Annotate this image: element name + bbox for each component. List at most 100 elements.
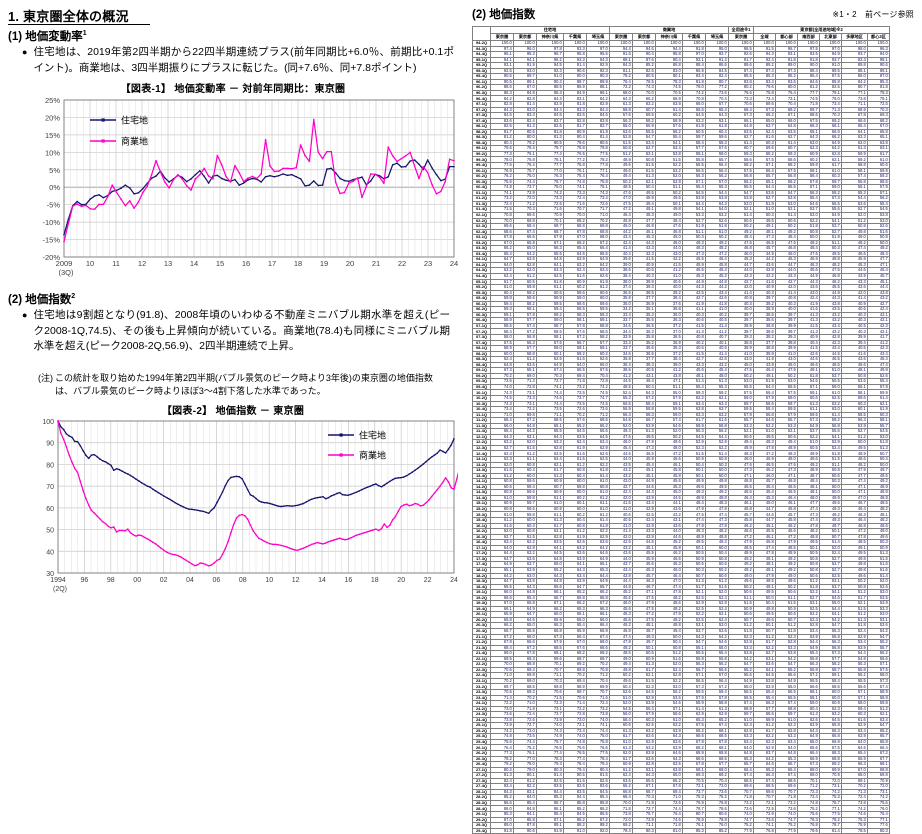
svg-text:100: 100 <box>42 419 54 426</box>
table-row: 09-1Q 67.3 66.1 67.4 66.5 67.5 38.6 40.5 41.2 45.… <box>472 367 890 374</box>
table-column-header: 多摩地区 <box>841 33 868 41</box>
table-cell: 47.4 <box>867 361 890 369</box>
table-row: 03-3Q 66.2 65.0 66.3 65.4 66.4 41.4 43.3 44.0 48.… <box>472 245 890 252</box>
table-column-header: 神奈川県 <box>536 33 564 41</box>
table-row: 02-2Q 70.0 68.8 70.1 69.2 70.2 45.8 47.7 48.4 52.… <box>472 217 890 225</box>
table-cell: 59.9 <box>867 389 890 396</box>
svg-text:商業地: 商業地 <box>121 135 148 146</box>
table-cell: 49.7 <box>867 467 890 474</box>
svg-text:22: 22 <box>424 577 432 584</box>
table-group-header: 東京都(全用途地域)※2 <box>753 26 890 34</box>
section2-heading-text: (2) 地価指数 <box>8 294 72 306</box>
table-cell: 48.9 <box>867 483 890 491</box>
table-cell: 45.1 <box>867 278 890 286</box>
table-cell: 90.6 <box>867 62 890 69</box>
table-cell: 85.2 <box>705 827 729 834</box>
table-cell: 42.3 <box>867 322 890 330</box>
svg-text:-20%: -20% <box>42 253 60 262</box>
svg-text:(2Q): (2Q) <box>53 586 67 593</box>
section1-heading-text: (1) 地価変動率 <box>8 31 83 43</box>
table-corner-cell <box>472 26 491 41</box>
table-row: 07-2Q 58.4 57.2 58.5 57.6 58.6 34.4 36.3 37.0 41.… <box>472 328 890 335</box>
table-row-label: 29-4Q <box>472 827 491 834</box>
table-cell: 42.7 <box>867 300 890 308</box>
svg-text:2009: 2009 <box>56 259 73 268</box>
table-row: 04-3Q 63.2 62.0 63.3 62.4 63.4 38.6 40.5 41.2 45.… <box>472 267 890 274</box>
svg-text:17: 17 <box>268 259 276 268</box>
svg-text:60: 60 <box>46 506 54 513</box>
table-column-header: 東京圏 <box>609 33 633 41</box>
svg-text:50: 50 <box>46 528 54 535</box>
table-cell: 41.7 <box>867 334 890 341</box>
table-cell: 75.1 <box>867 95 890 102</box>
figure2-chart: 100 90 80 70 60 50 40 30 1994 96 98 00 02 04 06 08 10 12 1… <box>28 413 458 603</box>
table-cell: 48.9 <box>867 489 890 496</box>
table-row: 07-4Q 57.5 56.3 57.6 56.7 57.7 33.3 35.2 35.9 40.… <box>472 339 890 347</box>
section2-bullet-text: 住宅地は9割超となり(91.8)、2008年頃のいわゆる不動産ミニバブル期水準を… <box>33 309 450 352</box>
svg-text:(3Q): (3Q) <box>59 268 75 277</box>
table-cell: 89.1 <box>867 67 890 75</box>
svg-text:13: 13 <box>164 259 172 268</box>
svg-text:40: 40 <box>46 549 54 556</box>
svg-text:住宅地: 住宅地 <box>359 429 386 440</box>
table-row: 96-4Q 84.2 82.8 84.3 83.1 84.2 64.3 66.2 66.9 70.… <box>472 95 890 102</box>
table-row: 02-3Q 69.6 68.4 69.7 68.8 69.8 45.0 46.9 47.6 51.… <box>472 223 890 230</box>
table-row: 07-3Q 58.0 56.8 58.1 57.2 58.2 33.9 35.8 36.5 40.… <box>472 334 890 341</box>
svg-text:04: 04 <box>186 577 194 584</box>
table-row: 14-2Q 60.6 59.4 60.7 59.8 60.8 42.7 44.6 45.3 49.… <box>472 483 890 491</box>
svg-text:25%: 25% <box>45 96 60 105</box>
section2-note: (注) この統計を取り始めた1994年第2四半期(バブル景気のピーク時より3年後… <box>38 372 442 397</box>
table-row: 95-3Q 92.5 93.0 92.3 90.6 92.3 81.1 82.5 83.0 86.… <box>472 67 890 75</box>
table-row: 15-3Q 61.0 59.8 61.1 60.2 61.2 40.6 42.5 43.2 47.… <box>472 511 890 518</box>
table-row: 13-2Q 62.0 60.8 62.1 61.2 62.2 43.5 45.4 46.1 50.… <box>472 461 890 469</box>
table-row: 14-3Q 60.8 59.6 60.9 60.0 61.0 42.4 44.3 45.0 49.… <box>472 489 890 496</box>
table-cell: 79.5 <box>797 827 820 834</box>
table-row: 95-4Q 90.6 89.7 91.0 90.0 90.3 78.2 80.5 80.1 83.… <box>472 73 890 80</box>
table-row: 10-4Q 73.4 72.2 73.5 72.6 73.6 56.9 58.8 59.5 63.… <box>472 406 890 413</box>
table-cell: 49.5 <box>867 472 890 480</box>
table-cell: 44.4 <box>867 284 890 291</box>
table-row: 12-3Q 62.7 61.5 62.8 61.9 62.9 45.4 47.3 48.0 52.… <box>472 444 890 452</box>
section1-bullet-text: 住宅地は、2019年第2四半期から22四半期連続プラス(前年同期比+6.0％、前… <box>33 46 454 74</box>
svg-text:0%: 0% <box>49 183 60 192</box>
svg-text:00: 00 <box>133 577 141 584</box>
table-cell: 48.8 <box>867 494 890 502</box>
svg-text:18: 18 <box>294 259 302 268</box>
table-cell: 55.4 <box>867 378 890 385</box>
table-cell: 76.8 <box>753 827 776 834</box>
table-cell: 51.8 <box>867 439 890 446</box>
svg-text:22: 22 <box>398 259 406 268</box>
svg-text:24: 24 <box>450 577 458 584</box>
table-row: 05-3Q 60.4 59.2 60.5 59.6 60.6 36.6 38.5 39.2 43.… <box>472 289 890 297</box>
table-cell: 45.7 <box>867 273 890 280</box>
table-cell: 43.8 <box>867 289 890 297</box>
table-row: 10-3Q 74.3 73.1 74.4 73.5 74.5 56.5 58.4 59.1 63.… <box>472 400 890 408</box>
table-cell: 47.7 <box>867 256 890 263</box>
table-row: 09-3Q 72.6 71.4 72.7 71.8 72.8 44.5 46.4 47.1 51.… <box>472 378 890 385</box>
left-column: 1. 東京圏全体の概況 (1) 地価変動率1 ● 住宅地は、2019年第2四半期… <box>0 0 466 615</box>
table-row: 04-4Q 62.4 61.2 62.5 61.6 62.6 38.4 40.3 41.0 45.… <box>472 273 890 280</box>
figure1-svg: 25% 20% 15% 10% 5% 0% -5% -10% -15% -20%2009 10 11 1… <box>42 96 458 277</box>
table-row: 15-1Q 60.9 59.7 61.0 60.1 61.1 41.5 43.4 44.1 48.… <box>472 500 890 507</box>
table-cell: 62.1 <box>867 400 890 408</box>
svg-text:16: 16 <box>242 259 250 268</box>
table-cell: 61.9 <box>867 406 890 413</box>
table-column-header: 南西部 <box>797 33 820 41</box>
note-text: この統計を取り始めた1994年第2四半期(バブル景気のピーク時より3年後)の東京… <box>55 373 433 396</box>
table-row: 96-1Q 90.5 89.1 90.3 88.7 89.9 76.4 78.5 78.3 81.… <box>472 78 890 86</box>
svg-text:19: 19 <box>320 259 328 268</box>
table-cell: 42.3 <box>867 345 890 352</box>
table-cell: 72.5 <box>867 101 890 108</box>
table-row: 13-1Q 62.3 61.1 62.4 61.5 62.5 44.0 45.9 46.6 50.… <box>472 456 890 463</box>
table-row: 17-1Q 64.0 62.8 64.1 63.2 64.2 43.2 45.1 45.8 50.… <box>472 544 890 552</box>
table-row: 11-2Q 68.4 67.2 68.5 67.6 68.6 54.8 56.7 57.4 61.… <box>472 417 890 424</box>
table-row: 96-2Q 88.6 87.0 88.5 86.9 88.1 72.2 74.3 74.5 78.… <box>472 84 890 91</box>
svg-text:20: 20 <box>397 577 405 584</box>
table-row: 12-4Q 62.4 61.2 62.5 61.6 62.6 44.6 46.5 47.2 51.… <box>472 450 890 457</box>
table-row: 11-1Q 71.0 69.8 71.1 70.2 71.2 56.4 58.3 59.0 63.… <box>472 411 890 419</box>
table-cell: 42.1 <box>867 311 890 319</box>
table-cell: 46.4 <box>867 267 890 274</box>
table-row: 06-3Q 59.1 57.9 59.2 58.3 59.3 33.4 35.3 36.0 40.… <box>472 311 890 319</box>
svg-text:10: 10 <box>86 259 94 268</box>
table-cell: 78.3 <box>867 89 890 97</box>
